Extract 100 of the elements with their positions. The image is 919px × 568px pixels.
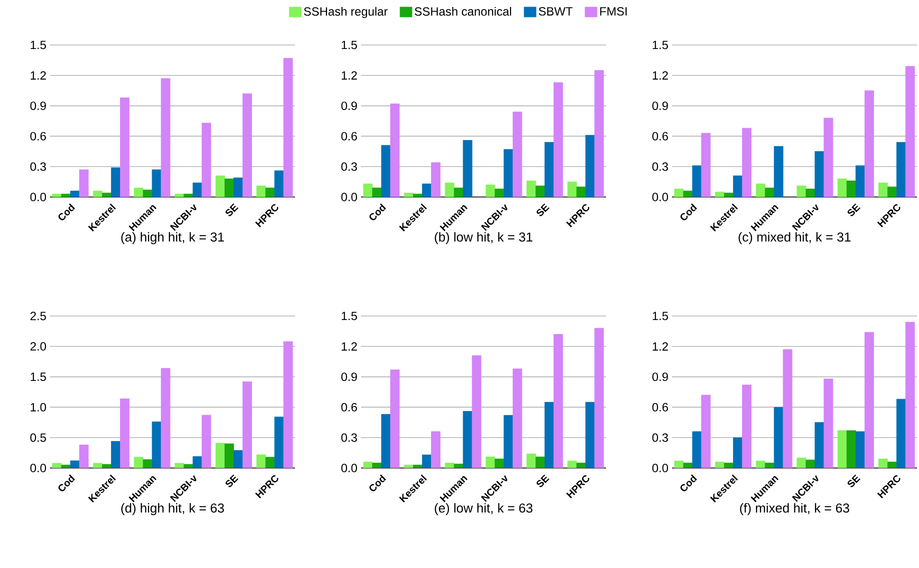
bar bbox=[93, 190, 102, 197]
text: (e) low hit, k = 63 bbox=[434, 503, 532, 516]
y-tick-label: 0.3 bbox=[652, 162, 668, 171]
bar bbox=[256, 186, 266, 197]
bar bbox=[265, 188, 275, 197]
bar bbox=[390, 104, 400, 197]
bar bbox=[796, 186, 806, 197]
text: (f) mixed hit, k = 63 bbox=[740, 503, 850, 516]
y-tick-label: 0.0 bbox=[30, 192, 46, 202]
bar bbox=[692, 165, 702, 197]
bar bbox=[824, 118, 834, 197]
bar bbox=[864, 90, 874, 197]
bar bbox=[887, 186, 897, 197]
bar bbox=[905, 66, 915, 197]
bar bbox=[413, 194, 422, 197]
bar bbox=[174, 194, 184, 197]
y-tick-label: 2.5 bbox=[30, 312, 46, 320]
y-tick-label: 1.5 bbox=[30, 372, 46, 381]
bar bbox=[142, 190, 152, 197]
y-tick-label: 1.5 bbox=[342, 40, 357, 50]
bar bbox=[52, 194, 62, 197]
bar bbox=[715, 192, 724, 197]
y-tick-label: 1.2 bbox=[652, 71, 668, 80]
y-tick-label: 1.2 bbox=[342, 71, 357, 80]
x-tick-label: SE bbox=[848, 474, 860, 488]
bar bbox=[192, 182, 202, 197]
bar bbox=[856, 165, 865, 197]
y-tick-label: 1.2 bbox=[652, 342, 668, 351]
y-tick-label: 0.6 bbox=[652, 402, 668, 412]
bar bbox=[224, 178, 234, 197]
x-tick-label: SE bbox=[226, 474, 238, 488]
bar bbox=[846, 180, 856, 197]
y-tick-label: 0.3 bbox=[341, 162, 357, 171]
legend-label: SBWT bbox=[538, 7, 573, 16]
y-tick-label: 0.9 bbox=[341, 102, 357, 110]
y-tick-label: 0.6 bbox=[341, 402, 357, 412]
y-tick-label: 1.5 bbox=[652, 40, 668, 50]
x-tick-label: SE bbox=[848, 203, 860, 216]
y-tick-label: 0.0 bbox=[652, 464, 668, 472]
bar bbox=[554, 82, 563, 197]
y-tick-label: 0.0 bbox=[30, 464, 46, 472]
bar bbox=[526, 180, 536, 197]
bar bbox=[274, 170, 284, 197]
y-tick-label: 0.3 bbox=[341, 433, 357, 442]
bar bbox=[674, 188, 684, 197]
bar bbox=[536, 186, 545, 197]
bar bbox=[806, 188, 816, 197]
y-tick-label: 0.0 bbox=[341, 464, 358, 472]
bar bbox=[878, 182, 888, 197]
bar bbox=[724, 192, 734, 197]
bar bbox=[431, 162, 440, 197]
y-tick-label: 0.5 bbox=[30, 433, 46, 442]
y-tick-label: 2.0 bbox=[30, 342, 46, 351]
bar bbox=[134, 188, 144, 197]
bar bbox=[363, 184, 373, 197]
text: (b) low hit, k = 31 bbox=[434, 232, 532, 244]
bar bbox=[594, 70, 604, 197]
y-tick-label: 0.9 bbox=[652, 102, 668, 110]
bar bbox=[216, 176, 225, 197]
bar bbox=[742, 128, 752, 197]
bar bbox=[567, 182, 577, 197]
bar bbox=[234, 178, 243, 197]
bar bbox=[764, 188, 774, 197]
bar bbox=[683, 190, 693, 197]
bar bbox=[70, 190, 80, 197]
legend-label: FMSI bbox=[600, 7, 627, 16]
legend-label: SSHash canonical bbox=[414, 6, 512, 16]
bar bbox=[774, 146, 784, 197]
x-tick-label: SE bbox=[226, 203, 238, 216]
bar bbox=[494, 188, 504, 197]
text: (a) high hit, k = 31 bbox=[121, 232, 224, 244]
bar bbox=[486, 184, 496, 197]
y-tick-label: 0.6 bbox=[652, 132, 668, 140]
bar bbox=[444, 182, 454, 197]
y-tick-label: 0.9 bbox=[341, 372, 357, 382]
y-tick-label: 1.0 bbox=[30, 402, 46, 412]
y-tick-label: 1.5 bbox=[342, 312, 357, 320]
bar bbox=[838, 178, 847, 197]
y-tick-label: 0.9 bbox=[30, 102, 46, 110]
bar bbox=[152, 169, 162, 197]
y-tick-label: 0.9 bbox=[652, 372, 668, 382]
y-tick-label: 0.3 bbox=[30, 162, 46, 171]
x-tick-label: SE bbox=[536, 203, 550, 216]
bar bbox=[454, 188, 464, 197]
bar bbox=[102, 192, 112, 197]
bar bbox=[111, 167, 120, 197]
bar bbox=[896, 142, 906, 197]
y-tick-label: 1.2 bbox=[342, 342, 357, 351]
y-tick-label: 1.2 bbox=[30, 71, 46, 80]
y-tick-label: 0.0 bbox=[341, 192, 358, 202]
y-tick-label: 1.5 bbox=[652, 312, 668, 320]
bar bbox=[701, 132, 711, 197]
bar bbox=[756, 184, 766, 197]
bar bbox=[814, 151, 824, 197]
text: (c) mixed hit, k = 31 bbox=[738, 232, 851, 244]
x-tick-label: SE bbox=[536, 474, 550, 488]
bar bbox=[372, 188, 382, 197]
text: (d) high hit, k = 63 bbox=[121, 503, 224, 516]
bar bbox=[576, 186, 586, 197]
bar bbox=[184, 194, 194, 197]
